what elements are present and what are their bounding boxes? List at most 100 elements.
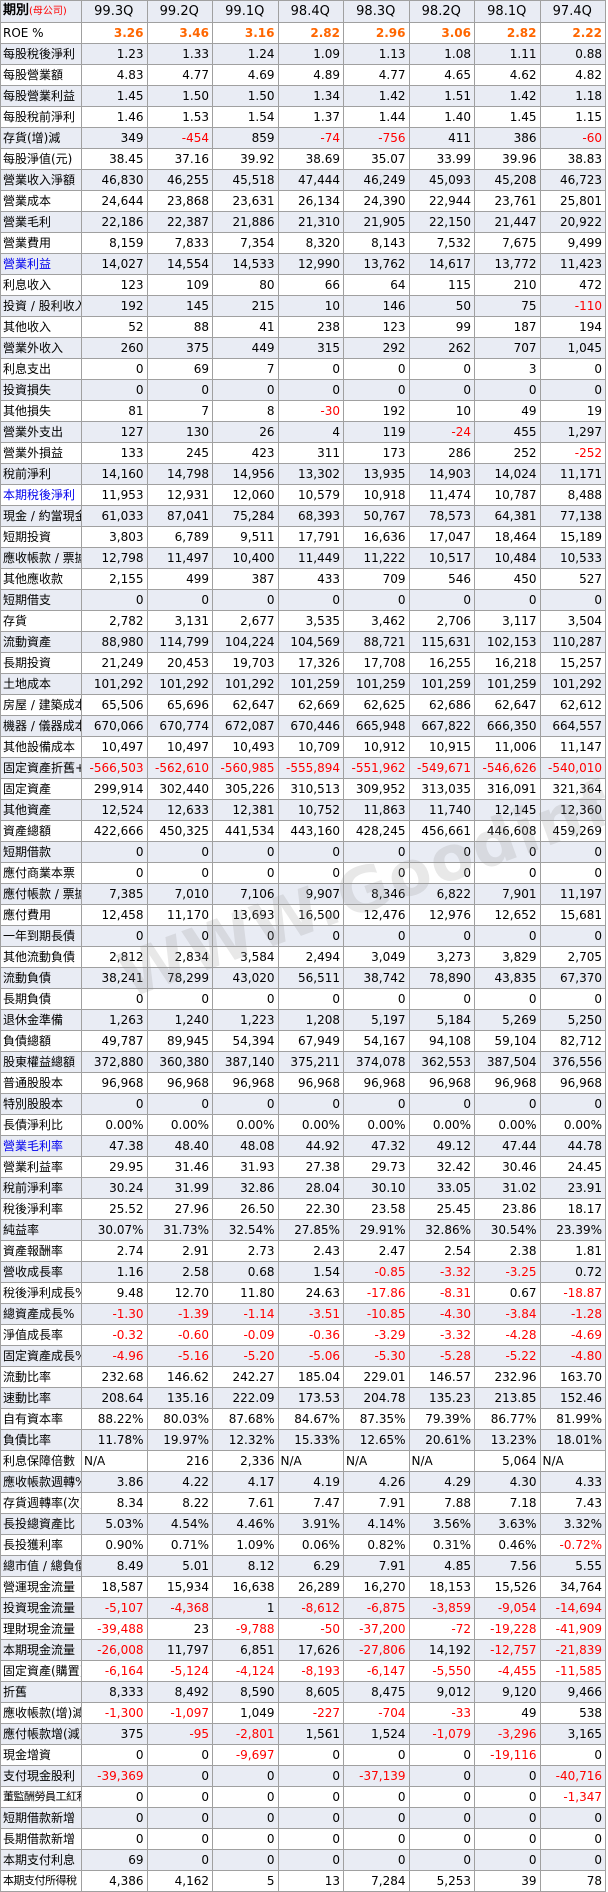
value-cell: 65,696 — [146, 694, 213, 716]
value-cell: N/A — [81, 1450, 148, 1472]
row-label: 長期借款新增 — [0, 1828, 82, 1850]
value-cell: 0 — [474, 1786, 541, 1808]
value-cell: -8,193 — [277, 1660, 344, 1682]
value-cell: 422,666 — [81, 820, 148, 842]
value-cell: 3,131 — [146, 610, 213, 632]
value-cell: 1,524 — [343, 1723, 410, 1745]
table-row: 速動比率 208.64 135.16 222.09 173.53 204.78 135.23… — [0, 1387, 606, 1409]
value-cell: 0 — [408, 1849, 475, 1871]
value-cell: 0 — [474, 379, 541, 401]
value-cell: 449 — [212, 337, 279, 359]
value-cell: 62,625 — [343, 694, 410, 716]
value-cell: 1.81 — [539, 1240, 606, 1262]
value-cell: 2.74 — [81, 1240, 148, 1262]
value-cell: 23 — [146, 1618, 213, 1640]
value-cell: 3 — [474, 358, 541, 380]
value-cell: 14,027 — [81, 253, 148, 275]
value-cell: 101,259 — [408, 673, 475, 695]
value-cell: 80.03% — [146, 1408, 213, 1430]
table-row: 營業外損益 133 245 423 311 173 286 252 -252 — [0, 442, 606, 464]
value-cell: -0.32 — [81, 1324, 148, 1346]
value-cell: 9,012 — [408, 1681, 475, 1703]
value-cell: 101,292 — [539, 673, 606, 695]
row-label: 營業利益率 — [0, 1156, 82, 1178]
value-cell: -5.20 — [212, 1345, 279, 1367]
value-cell: 8.12 — [212, 1555, 279, 1577]
value-cell: 0 — [212, 1786, 279, 1808]
value-cell: 9,120 — [474, 1681, 541, 1703]
value-cell: 0 — [343, 925, 410, 947]
value-cell: 23.91 — [539, 1177, 606, 1199]
table-row: ROE % 3.26 3.46 3.16 2.82 2.96 3.06 2.82 2.22 — [0, 22, 606, 44]
value-cell: -60 — [539, 127, 606, 149]
row-label: 長債淨利比 — [0, 1114, 82, 1136]
value-cell: 0 — [81, 1786, 148, 1808]
value-cell: 7,385 — [81, 883, 148, 905]
value-cell: 3,117 — [474, 610, 541, 632]
value-cell: 14,554 — [146, 253, 213, 275]
value-cell: -5,107 — [81, 1597, 148, 1619]
value-cell: 2.43 — [277, 1240, 344, 1262]
value-cell: 456,661 — [408, 820, 475, 842]
value-cell: 28.04 — [277, 1177, 344, 1199]
value-cell: 3.16 — [212, 22, 279, 44]
value-cell: 31.99 — [146, 1177, 213, 1199]
value-cell: 46,830 — [81, 169, 148, 191]
value-cell: 0 — [408, 1786, 475, 1808]
value-cell: 3,504 — [539, 610, 606, 632]
table-row: 應付帳款增(減) 375 -95 -2,801 1,561 1,524 -1,079 -3,2… — [0, 1723, 606, 1745]
table-row: 資產總額 422,666 450,325 441,534 443,160 428,245 4… — [0, 820, 606, 842]
value-cell: 0 — [539, 841, 606, 863]
value-cell: 13 — [277, 1870, 344, 1892]
value-cell: 81.99% — [539, 1408, 606, 1430]
value-cell: 1.54 — [277, 1261, 344, 1283]
value-cell: 1,263 — [81, 1009, 148, 1031]
value-cell: 4.30 — [474, 1471, 541, 1493]
value-cell: 12,145 — [474, 799, 541, 821]
value-cell: -40,716 — [539, 1765, 606, 1787]
value-cell: 441,534 — [212, 820, 279, 842]
value-cell: 10,497 — [146, 736, 213, 758]
value-cell: 20,453 — [146, 652, 213, 674]
value-cell: 23,868 — [146, 190, 213, 212]
value-cell: 8.49 — [81, 1555, 148, 1577]
value-cell: 39.96 — [474, 148, 541, 170]
value-cell: 3,829 — [474, 946, 541, 968]
table-row: 純益率 30.07% 31.73% 32.54% 27.85% 29.91% 32.86% 3… — [0, 1219, 606, 1241]
value-cell: 0 — [277, 1849, 344, 1871]
value-cell: 43,835 — [474, 967, 541, 989]
value-cell: -4,124 — [212, 1660, 279, 1682]
value-cell: 23.86 — [474, 1198, 541, 1220]
value-cell: 49 — [474, 1702, 541, 1724]
table-row: 本期支付所得稅 4,386 4,162 5 13 7,284 5,253 39 78 — [0, 1870, 606, 1892]
table-row: 長期投資 21,249 20,453 19,703 17,326 17,708 16,255… — [0, 652, 606, 674]
value-cell: 0 — [343, 988, 410, 1010]
value-cell: 146 — [343, 295, 410, 317]
value-cell: 1,223 — [212, 1009, 279, 1031]
value-cell: 1.37 — [277, 106, 344, 128]
value-cell: 2.58 — [146, 1261, 213, 1283]
value-cell: 527 — [539, 568, 606, 590]
value-cell: 0 — [212, 1765, 279, 1787]
value-cell: 0 — [81, 988, 148, 1010]
row-label: 存貨 — [0, 610, 82, 632]
value-cell: -546,626 — [474, 757, 541, 779]
value-cell: 15,934 — [146, 1576, 213, 1598]
row-label: 營業外損益 — [0, 442, 82, 464]
value-cell: -704 — [343, 1702, 410, 1724]
table-row: 流動負債 38,241 78,299 43,020 56,511 38,742 78,890… — [0, 967, 606, 989]
table-row: 應收帳款 / 票據 12,798 11,497 10,400 11,449 11,222 1… — [0, 547, 606, 569]
value-cell: 84.67% — [277, 1408, 344, 1430]
value-cell: 0 — [146, 379, 213, 401]
value-cell: 96,968 — [277, 1072, 344, 1094]
table-row: 其他應收款 2,155 499 387 433 709 546 450 527 — [0, 568, 606, 590]
value-cell: -14,694 — [539, 1597, 606, 1619]
value-cell: 0.00% — [212, 1114, 279, 1136]
value-cell: 0 — [343, 1828, 410, 1850]
value-cell: 24,390 — [343, 190, 410, 212]
value-cell: 7.61 — [212, 1492, 279, 1514]
value-cell: -0.85 — [343, 1261, 410, 1283]
table-row: 營業外收入 260 375 449 315 292 262 707 1,045 — [0, 337, 606, 359]
value-cell: 5.03% — [81, 1513, 148, 1535]
